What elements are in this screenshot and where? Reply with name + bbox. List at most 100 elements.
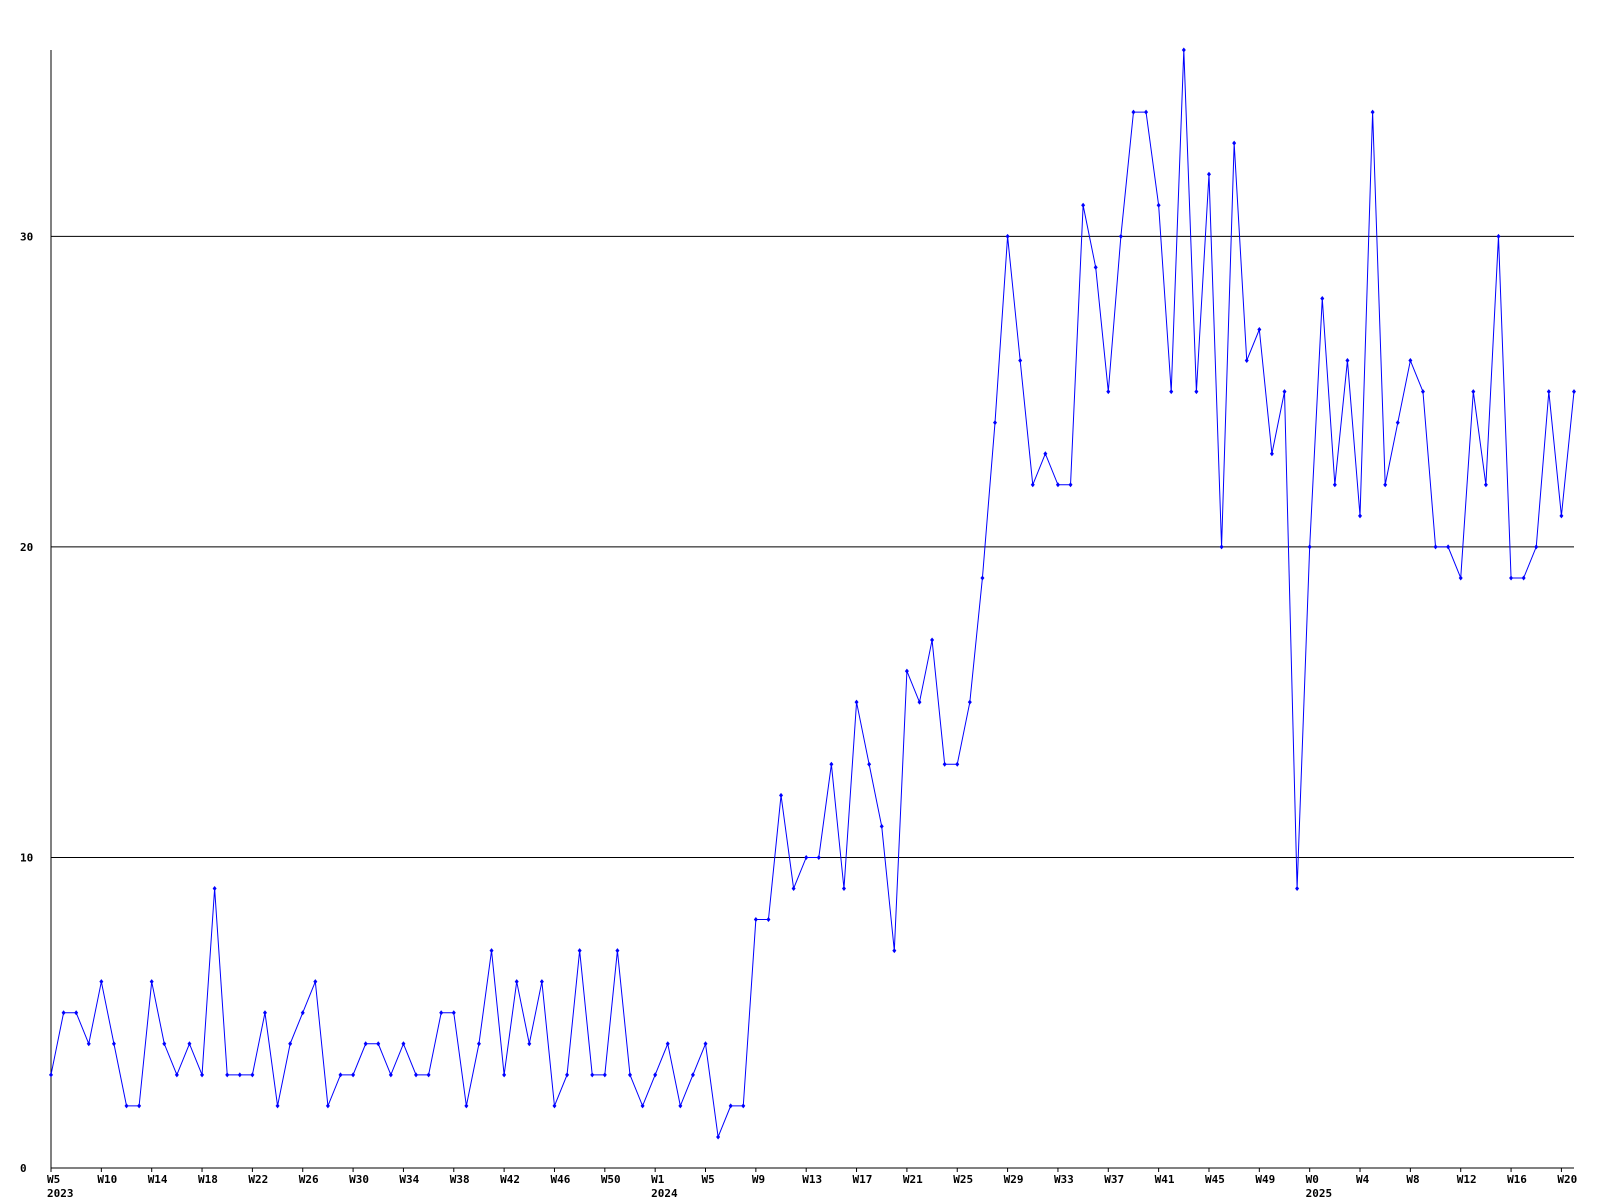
marker: [1181, 47, 1186, 53]
marker: [804, 854, 809, 860]
marker: [426, 1072, 431, 1078]
marker: [1206, 171, 1211, 177]
marker: [363, 1041, 368, 1047]
x-tick-label: W33: [1054, 1173, 1074, 1186]
marker: [325, 1103, 330, 1109]
x-tick-label: W9: [752, 1173, 765, 1186]
x-tick-label: W25: [953, 1173, 973, 1186]
marker: [1081, 202, 1086, 208]
x-tick-label: W37: [1104, 1173, 1124, 1186]
marker: [779, 792, 784, 798]
x-tick-label: W8: [1406, 1173, 1419, 1186]
marker: [967, 699, 972, 705]
marker: [351, 1072, 356, 1078]
marker: [250, 1072, 255, 1078]
marker: [514, 979, 519, 985]
marker: [741, 1103, 746, 1109]
marker: [1219, 544, 1224, 550]
x-tick-label: W34: [399, 1173, 419, 1186]
marker: [200, 1072, 205, 1078]
marker: [275, 1103, 280, 1109]
marker: [1269, 451, 1274, 457]
marker: [1106, 389, 1111, 395]
x-tick-label: W18: [198, 1173, 218, 1186]
marker: [716, 1134, 721, 1140]
y-tick-label: 20: [20, 541, 33, 554]
x-tick-label: W42: [500, 1173, 520, 1186]
x-tick-label: W41: [1155, 1173, 1175, 1186]
marker: [476, 1041, 481, 1047]
x-tick-label: W46: [550, 1173, 570, 1186]
marker: [993, 420, 998, 426]
marker: [1496, 233, 1501, 239]
marker: [1307, 544, 1312, 550]
marker: [1295, 886, 1300, 891]
marker: [99, 979, 104, 985]
marker: [162, 1041, 167, 1047]
marker: [137, 1103, 142, 1109]
marker: [288, 1041, 293, 1047]
marker: [376, 1041, 381, 1047]
marker: [690, 1072, 695, 1078]
marker: [1118, 233, 1123, 239]
marker: [1332, 482, 1337, 488]
marker: [627, 1072, 632, 1078]
marker: [791, 886, 796, 891]
marker: [1257, 327, 1262, 332]
x-tick-label: W21: [903, 1173, 923, 1186]
marker: [565, 1072, 570, 1078]
marker: [1320, 295, 1325, 301]
marker: [1458, 575, 1463, 581]
x-tick-label: W49: [1255, 1173, 1275, 1186]
x-group-label: 2023: [47, 1187, 74, 1200]
x-tick-label: W4: [1356, 1173, 1370, 1186]
marker: [149, 979, 154, 985]
marker: [1131, 109, 1136, 115]
marker: [1572, 389, 1576, 395]
marker: [1521, 575, 1526, 581]
marker: [816, 854, 821, 860]
marker: [1018, 358, 1023, 364]
marker: [1370, 109, 1375, 115]
y-tick-label: 10: [20, 851, 33, 864]
marker: [615, 948, 620, 954]
marker: [74, 1010, 79, 1016]
x-tick-label: W5: [702, 1173, 715, 1186]
marker: [728, 1103, 733, 1109]
marker: [1446, 544, 1451, 550]
marker: [930, 637, 935, 643]
marker: [1144, 109, 1149, 115]
marker: [1546, 389, 1551, 395]
x-tick-label: W38: [450, 1173, 470, 1186]
marker: [49, 1072, 53, 1078]
marker: [1093, 264, 1098, 270]
marker: [653, 1072, 658, 1078]
marker: [388, 1072, 393, 1078]
x-tick-label: W16: [1507, 1173, 1527, 1186]
x-tick-label: W30: [349, 1173, 369, 1186]
x-tick-label: W0: [1306, 1173, 1319, 1186]
marker: [602, 1072, 607, 1078]
marker: [313, 979, 318, 985]
x-tick-label: W50: [601, 1173, 621, 1186]
x-tick-label: W26: [299, 1173, 319, 1186]
marker: [464, 1103, 469, 1109]
marker: [1559, 513, 1564, 519]
marker: [61, 1010, 66, 1016]
marker: [942, 761, 947, 767]
marker: [1043, 451, 1048, 457]
marker: [829, 761, 834, 767]
marker: [980, 575, 985, 581]
marker: [1068, 482, 1073, 488]
marker: [527, 1041, 532, 1047]
x-tick-label: W1: [651, 1173, 665, 1186]
marker: [1232, 140, 1237, 146]
x-tick-label: W13: [802, 1173, 822, 1186]
marker: [904, 668, 909, 674]
marker: [401, 1041, 406, 1047]
marker: [703, 1041, 708, 1047]
x-tick-label: W20: [1557, 1173, 1577, 1186]
marker: [665, 1041, 670, 1047]
marker: [1534, 544, 1539, 550]
